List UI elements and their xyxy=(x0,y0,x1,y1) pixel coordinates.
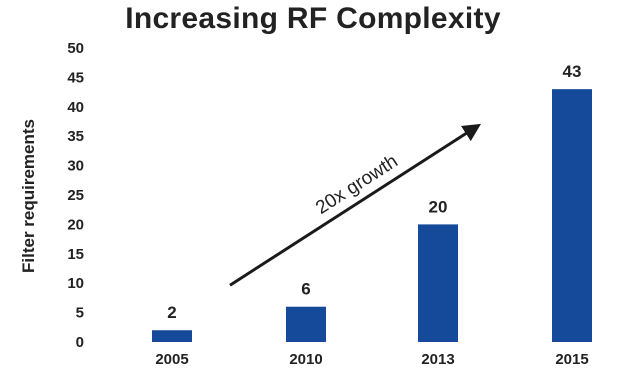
y-axis-title: Filter requirements xyxy=(19,119,38,273)
y-tick-label: 30 xyxy=(67,158,84,175)
growth-arrow xyxy=(229,123,482,287)
data-label-2013: 20 xyxy=(429,197,448,216)
y-tick-label: 20 xyxy=(67,216,84,233)
data-labels: 2 6 20 43 xyxy=(167,62,581,322)
data-label-2005: 2 xyxy=(167,303,176,322)
bar-2005 xyxy=(152,330,192,342)
y-tick-label: 45 xyxy=(67,69,84,86)
bar-2015 xyxy=(552,89,592,342)
bar-2013 xyxy=(418,224,458,342)
y-tick-label: 10 xyxy=(67,275,84,292)
x-axis-labels: 2005 2010 2013 2015 xyxy=(155,351,588,368)
y-tick-label: 35 xyxy=(67,128,84,145)
y-tick-label: 15 xyxy=(67,246,84,263)
data-label-2015: 43 xyxy=(563,62,582,81)
y-tick-label: 0 xyxy=(76,334,84,351)
y-tick-label: 40 xyxy=(67,99,84,116)
y-tick-label: 25 xyxy=(67,187,84,204)
x-tick-label-2005: 2005 xyxy=(155,351,188,368)
bar-2010 xyxy=(286,306,326,342)
bars xyxy=(152,89,592,342)
y-axis-ticks: 0 5 10 15 20 25 30 35 40 45 50 xyxy=(67,40,84,351)
x-tick-label-2013: 2013 xyxy=(421,351,454,368)
x-tick-label-2015: 2015 xyxy=(555,351,588,368)
y-tick-label: 5 xyxy=(76,305,84,322)
data-label-2010: 6 xyxy=(301,280,310,299)
x-tick-label-2010: 2010 xyxy=(289,351,322,368)
y-tick-label: 50 xyxy=(67,40,84,57)
chart-title: Increasing RF Complexity xyxy=(125,2,501,35)
